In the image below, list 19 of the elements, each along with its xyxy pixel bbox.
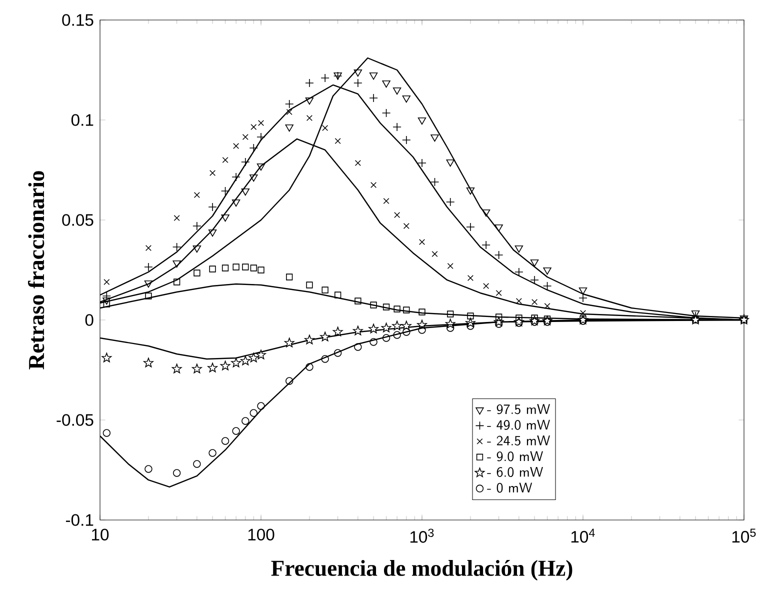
x-tick-label: 100 xyxy=(248,528,274,541)
x-tick-label: 10$^{3}$ xyxy=(410,528,434,543)
y-tick-label: 0 xyxy=(85,314,94,326)
y-axis-title: Retraso fraccionario xyxy=(28,171,44,370)
x-tick-label: 10$^{4}$ xyxy=(571,528,595,543)
legend-label: - 49.0 mW xyxy=(487,420,550,430)
legend-label: - 97.5 mW xyxy=(487,404,550,414)
y-tick-label: -0.1 xyxy=(66,514,94,526)
y-tick-label: 0.05 xyxy=(62,214,94,226)
x-tick-label: 10 xyxy=(92,528,109,541)
y-tick-label: 0.15 xyxy=(62,14,94,26)
y-tick-label: -0.05 xyxy=(56,414,94,426)
legend-label: - 24.5 mW xyxy=(487,436,550,446)
legend-label: - 9.0 mW xyxy=(487,451,543,462)
x-axis-title: Frecuencia de modulación (Hz) xyxy=(271,560,572,581)
legend-label: - 0 mW xyxy=(487,482,532,493)
x-tick-label: 10$^{5}$ xyxy=(732,528,756,543)
legend-label: - 6.0 mW xyxy=(487,466,543,477)
y-tick-label: 0.1 xyxy=(71,114,94,126)
